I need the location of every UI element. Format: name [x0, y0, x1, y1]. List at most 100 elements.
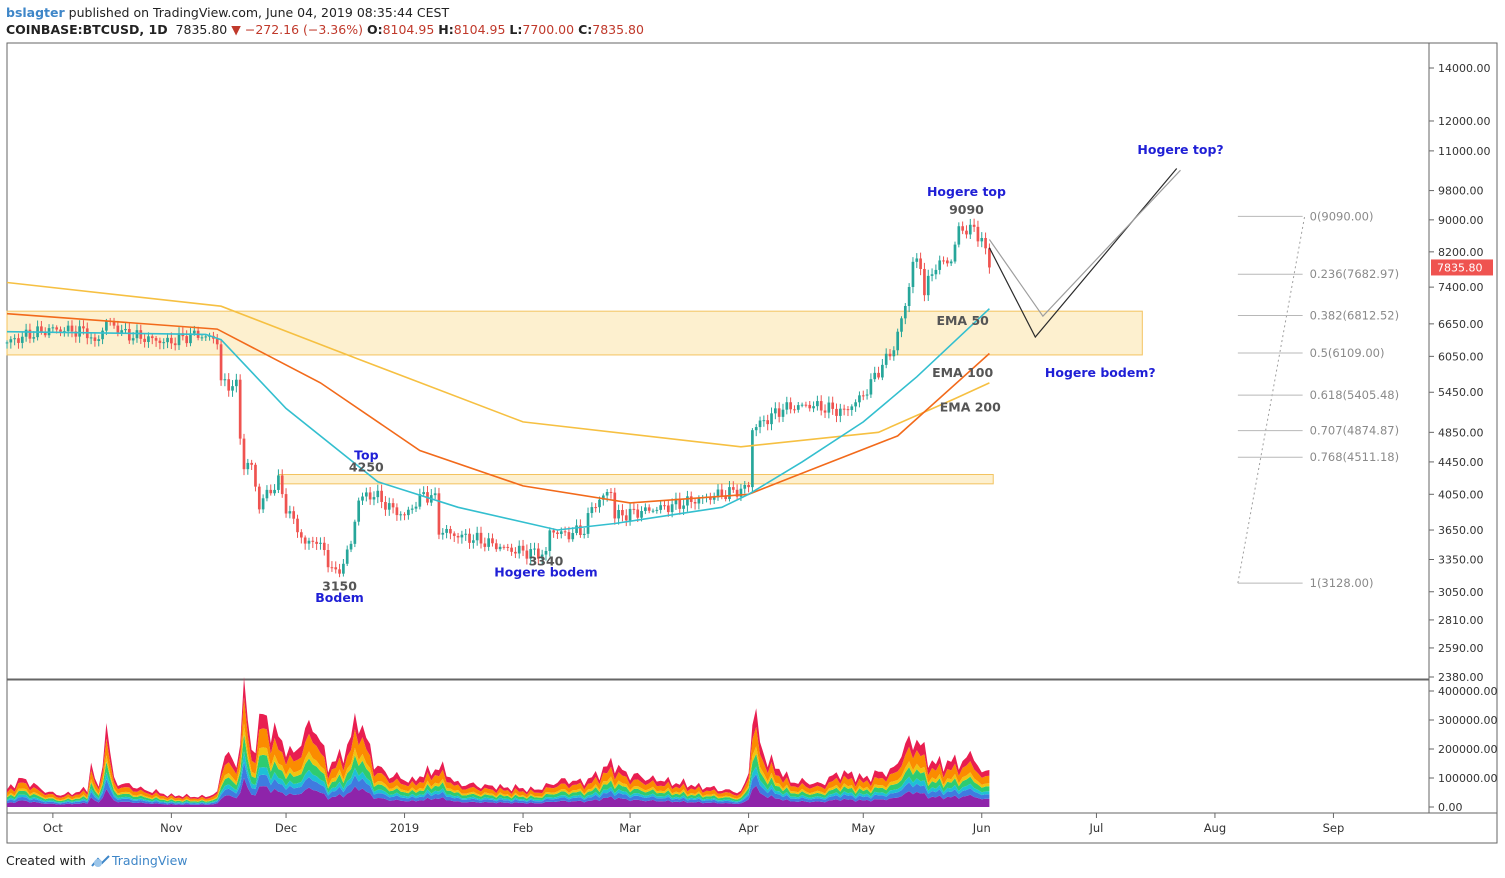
annotation-label: Bodem: [315, 590, 364, 605]
candle-body: [919, 258, 922, 269]
candle-body: [70, 325, 74, 332]
candle-body: [655, 509, 659, 511]
price-axis-label: 2380.00: [1438, 671, 1484, 684]
candle-body: [903, 306, 907, 319]
candle-body: [89, 337, 93, 339]
candle-body: [441, 532, 445, 535]
candle-body: [254, 464, 257, 487]
candle-body: [66, 325, 70, 332]
close-label: C:: [578, 22, 593, 37]
candle-body: [877, 372, 880, 378]
price-axis-label: 4850.00: [1438, 426, 1484, 439]
candle-body: [674, 498, 678, 505]
tradingview-logo[interactable]: TradingView: [90, 853, 188, 868]
annotation-label: EMA 200: [940, 400, 1001, 415]
candle-body: [594, 507, 598, 509]
price-pane[interactable]: [6, 42, 1430, 680]
candle-body: [751, 430, 754, 488]
candle-body: [559, 531, 563, 534]
candle-body: [315, 541, 318, 544]
candle-body: [235, 379, 238, 387]
candle-body: [17, 338, 20, 343]
candle-body: [865, 394, 869, 396]
candle-body: [215, 338, 219, 345]
volume-axis-label: 100000.00: [1438, 772, 1498, 785]
candle-body: [858, 395, 861, 403]
candle-body: [728, 487, 731, 500]
fib-level-label: 0.618(5405.48): [1310, 388, 1399, 402]
close-value: 7835.80: [592, 22, 644, 37]
candle-body: [189, 333, 192, 344]
candle-body: [800, 404, 804, 406]
candle-body: [693, 502, 697, 504]
candle-body: [433, 493, 437, 496]
candle-body: [942, 260, 945, 262]
candle-body: [63, 331, 66, 333]
candle-body: [915, 258, 919, 262]
candle-body: [529, 549, 533, 559]
candle-body: [525, 550, 529, 559]
candle-body: [965, 230, 968, 235]
candle-body: [571, 533, 575, 540]
price-axis-label: 11000.00: [1438, 145, 1491, 158]
candle-body: [147, 336, 150, 342]
candle-body: [785, 402, 789, 410]
candle-body: [731, 487, 735, 490]
high-label: H:: [438, 22, 454, 37]
candle-body: [609, 492, 613, 494]
candle-body: [949, 261, 953, 264]
candle-body: [632, 508, 636, 510]
candle-body: [177, 333, 181, 346]
candle-body: [762, 420, 766, 422]
candle-body: [494, 543, 498, 550]
candle-body: [766, 420, 770, 425]
candle-body: [277, 475, 280, 490]
annotation-label: Top: [354, 448, 378, 463]
candle-body: [972, 224, 976, 227]
candle-body: [300, 532, 303, 538]
time-axis-label: May: [851, 821, 875, 835]
candle-body: [930, 274, 934, 276]
candle-body: [353, 521, 357, 544]
candle-body: [838, 408, 842, 416]
candle-body: [540, 554, 544, 559]
candle-body: [567, 532, 571, 540]
author-name[interactable]: bslagter: [6, 5, 65, 20]
candle-body: [479, 532, 483, 544]
candle-body: [754, 427, 758, 431]
publish-info: bslagter published on TradingView.com, J…: [6, 5, 449, 20]
volume-area-series-2: [7, 762, 990, 805]
candle-body: [257, 486, 261, 510]
candle-body: [850, 406, 854, 410]
time-axis-label: Aug: [1204, 821, 1226, 835]
candle-body: [242, 438, 246, 470]
candle-body: [5, 342, 9, 344]
time-axis-label: Oct: [43, 821, 63, 835]
price-axis-label: 2810.00: [1438, 614, 1484, 627]
candle-body: [349, 543, 353, 550]
candle-body: [502, 546, 506, 548]
candle-body: [150, 336, 154, 339]
candle-body: [24, 329, 28, 337]
time-axis-label: Nov: [160, 821, 183, 835]
candle-body: [514, 551, 517, 554]
candle-body: [101, 330, 104, 340]
candle-body: [105, 320, 108, 331]
candle-body: [380, 490, 383, 502]
candle-body: [892, 350, 896, 357]
candle-body: [78, 326, 81, 337]
candle-body: [410, 508, 414, 510]
candle-body: [139, 330, 143, 339]
candle-body: [116, 325, 120, 334]
candle-body: [124, 328, 127, 331]
candle-body: [621, 510, 624, 516]
price-axis[interactable]: [1428, 42, 1498, 814]
candle-body: [223, 379, 227, 381]
candle-body: [82, 326, 85, 329]
candle-body: [556, 532, 559, 534]
time-axis[interactable]: [6, 812, 1498, 844]
annotation-label: 4250: [349, 459, 384, 474]
candle-body: [143, 338, 146, 342]
candle-body: [376, 490, 380, 498]
